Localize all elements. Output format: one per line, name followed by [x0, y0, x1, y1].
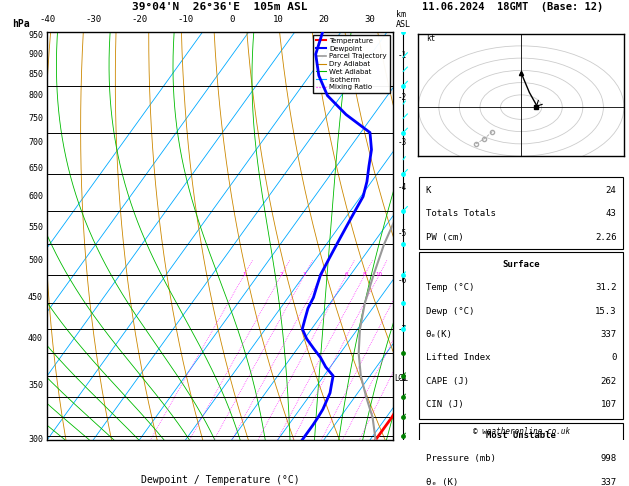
Text: © weatheronline.co.uk: © weatheronline.co.uk	[472, 427, 570, 436]
Text: -20: -20	[131, 15, 147, 24]
Text: 15.3: 15.3	[595, 307, 616, 316]
Text: 6: 6	[345, 272, 348, 278]
Text: 3: 3	[303, 272, 306, 278]
Text: -6: -6	[398, 276, 406, 285]
Text: 700: 700	[28, 138, 43, 147]
Text: 30: 30	[365, 15, 376, 24]
Legend: Temperature, Dewpoint, Parcel Trajectory, Dry Adiabat, Wet Adiabat, Isotherm, Mi: Temperature, Dewpoint, Parcel Trajectory…	[313, 35, 389, 93]
Text: -3: -3	[398, 138, 406, 147]
Text: 11.06.2024  18GMT  (Base: 12): 11.06.2024 18GMT (Base: 12)	[422, 2, 603, 12]
Bar	[420, 423, 623, 486]
Text: 550: 550	[28, 223, 43, 232]
Text: 4: 4	[320, 272, 323, 278]
Text: 2.26: 2.26	[595, 232, 616, 242]
Text: 43: 43	[606, 209, 616, 218]
Text: 31.2: 31.2	[595, 283, 616, 293]
Text: -5: -5	[398, 229, 406, 238]
Text: 650: 650	[28, 164, 43, 173]
Text: hPa: hPa	[13, 19, 30, 29]
Text: 750: 750	[28, 114, 43, 123]
Text: 8: 8	[363, 272, 367, 278]
Text: -1: -1	[398, 51, 406, 59]
Text: CAPE (J): CAPE (J)	[426, 377, 469, 385]
Text: 300: 300	[28, 435, 43, 444]
Text: 850: 850	[28, 70, 43, 79]
Text: -30: -30	[86, 15, 101, 24]
Text: -40: -40	[39, 15, 55, 24]
Text: -8: -8	[398, 374, 406, 383]
Text: PW (cm): PW (cm)	[426, 232, 464, 242]
Text: 39°04'N  26°36'E  105m ASL: 39°04'N 26°36'E 105m ASL	[132, 2, 308, 12]
Text: 1: 1	[242, 272, 246, 278]
Text: -2: -2	[398, 93, 406, 102]
Text: 337: 337	[601, 478, 616, 486]
Text: 0: 0	[611, 353, 616, 362]
Text: 20: 20	[318, 15, 330, 24]
Text: 998: 998	[601, 454, 616, 463]
Text: 24: 24	[606, 186, 616, 195]
Text: 350: 350	[28, 381, 43, 390]
Bar	[420, 252, 623, 419]
Text: Temp (°C): Temp (°C)	[426, 283, 474, 293]
Text: 10: 10	[272, 15, 283, 24]
Text: Most Unstable: Most Unstable	[486, 431, 556, 440]
Text: Dewpoint / Temperature (°C): Dewpoint / Temperature (°C)	[141, 474, 299, 485]
Text: 950: 950	[28, 31, 43, 40]
Text: LCL: LCL	[394, 374, 408, 382]
Text: 900: 900	[28, 50, 43, 59]
Bar	[420, 176, 623, 249]
Text: 2: 2	[280, 272, 283, 278]
Text: Lifted Index: Lifted Index	[426, 353, 490, 362]
Text: 262: 262	[601, 377, 616, 385]
Text: -7: -7	[398, 325, 406, 334]
Text: -10: -10	[177, 15, 194, 24]
Text: K: K	[426, 186, 431, 195]
Text: km
ASL: km ASL	[396, 10, 411, 29]
Text: 337: 337	[601, 330, 616, 339]
Text: 600: 600	[28, 192, 43, 201]
Text: Dewp (°C): Dewp (°C)	[426, 307, 474, 316]
Text: θₑ(K): θₑ(K)	[426, 330, 453, 339]
Text: θₑ (K): θₑ (K)	[426, 478, 458, 486]
Text: 107: 107	[601, 400, 616, 409]
Text: Totals Totals: Totals Totals	[426, 209, 496, 218]
Text: -4: -4	[398, 183, 406, 192]
Text: 0: 0	[229, 15, 235, 24]
Text: Pressure (mb): Pressure (mb)	[426, 454, 496, 463]
Text: CIN (J): CIN (J)	[426, 400, 464, 409]
Text: Surface: Surface	[503, 260, 540, 269]
Text: 10: 10	[376, 272, 382, 278]
Text: 450: 450	[28, 293, 43, 302]
Text: 800: 800	[28, 91, 43, 100]
Text: 400: 400	[28, 334, 43, 344]
Text: kt: kt	[426, 34, 436, 43]
Text: 500: 500	[28, 256, 43, 265]
